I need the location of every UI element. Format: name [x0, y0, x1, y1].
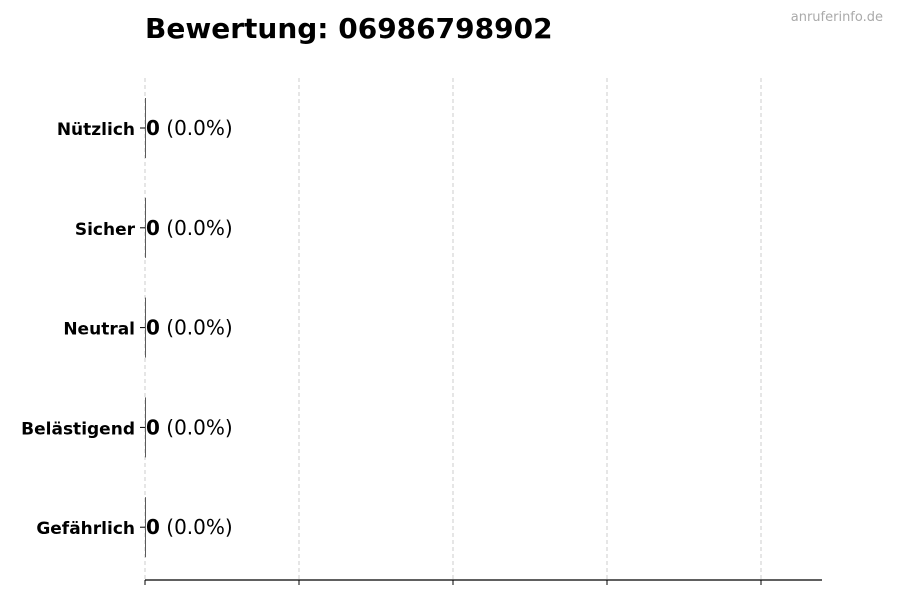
bar [145, 397, 146, 458]
percent-label: (0.0%) [160, 415, 233, 439]
value-label: 0 [146, 415, 160, 439]
percent-label: (0.0%) [160, 116, 233, 140]
percent-label: (0.0%) [160, 316, 233, 340]
category-label: Nützlich [57, 120, 135, 140]
value-label: 0 [146, 216, 160, 240]
chart-title: Bewertung: 06986798902 [145, 12, 553, 45]
category-label: Neutral [63, 320, 135, 340]
value-label: 0 [146, 515, 160, 539]
percent-label: (0.0%) [160, 216, 233, 240]
bar [145, 197, 146, 258]
percent-label: (0.0%) [160, 515, 233, 539]
category-label: Belästigend [21, 419, 135, 439]
data-label: 0 (0.0%) [146, 415, 233, 439]
value-label: 0 [146, 116, 160, 140]
category-label: Sicher [75, 220, 136, 240]
watermark: anruferinfo.de [790, 10, 883, 25]
value-label: 0 [146, 316, 160, 340]
data-label: 0 (0.0%) [146, 116, 233, 140]
data-label: 0 (0.0%) [146, 515, 233, 539]
bar [145, 98, 146, 158]
bar [145, 497, 146, 558]
data-label: 0 (0.0%) [146, 316, 233, 340]
category-label: Gefährlich [36, 519, 135, 539]
bar [145, 297, 146, 358]
data-label: 0 (0.0%) [146, 216, 233, 240]
